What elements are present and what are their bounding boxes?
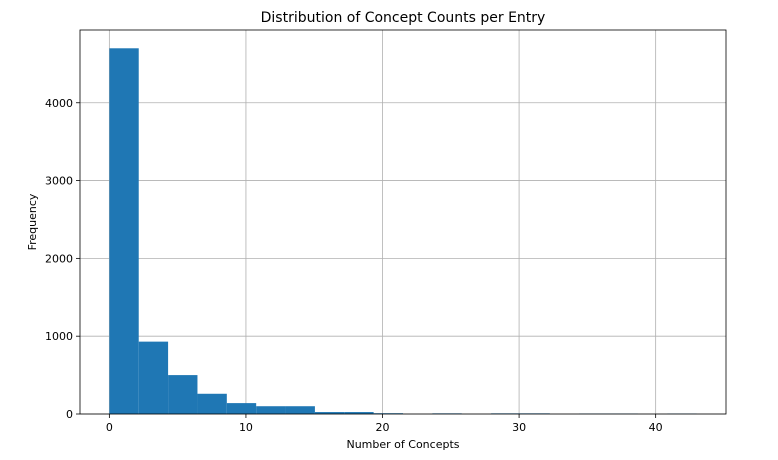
y-tick-label: 3000	[45, 175, 73, 188]
y-axis-label: Frequency	[26, 193, 39, 250]
grid-layer	[80, 30, 726, 415]
x-axis-label: Number of Concepts	[346, 438, 459, 451]
x-tick-label: 30	[512, 421, 526, 434]
histogram-bar	[256, 406, 286, 414]
plot-frame	[79, 29, 727, 415]
histogram-bar	[197, 393, 227, 414]
ticks-layer: 0 10 20 30 40 0 1000 2000 3000 4000	[45, 97, 663, 434]
histogram-bar	[344, 412, 374, 414]
y-tick-label: 1000	[45, 330, 73, 343]
y-tick-label: 0	[66, 408, 73, 421]
histogram-bar	[138, 341, 169, 414]
x-tick-label: 0	[106, 421, 113, 434]
y-tick-label: 2000	[45, 252, 73, 265]
histogram-bar	[109, 48, 139, 415]
histogram-bar	[168, 375, 198, 414]
x-tick-label: 10	[239, 421, 253, 434]
histogram-bar	[226, 403, 257, 414]
chart-title: Distribution of Concept Counts per Entry	[261, 10, 546, 26]
x-tick-label: 20	[376, 421, 390, 434]
histogram-bar	[314, 412, 345, 414]
y-tick-label: 4000	[45, 97, 73, 110]
histogram-bar	[285, 406, 315, 414]
x-tick-label: 40	[649, 421, 663, 434]
